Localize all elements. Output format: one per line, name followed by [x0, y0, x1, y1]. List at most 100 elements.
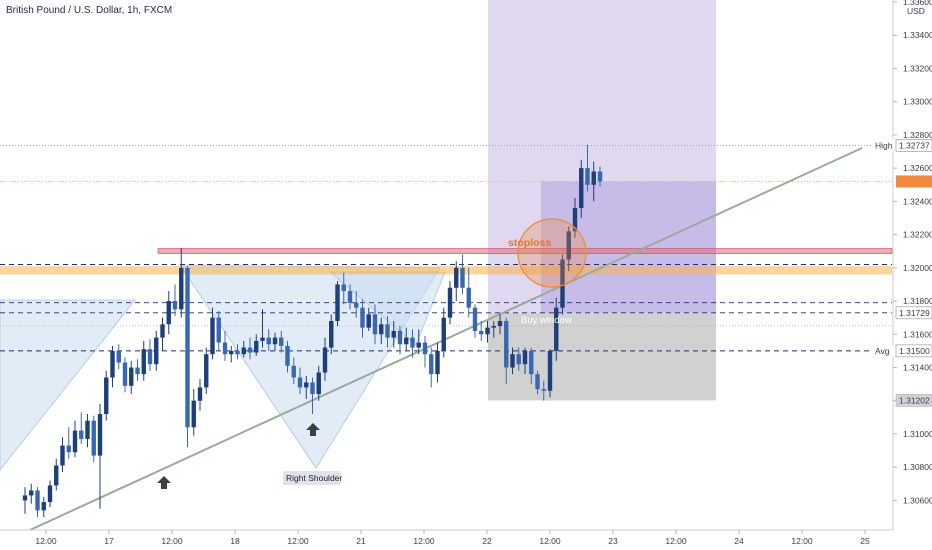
candle-body: [29, 490, 34, 496]
candle-body: [360, 307, 365, 328]
candle-body: [179, 267, 184, 310]
high-price-tag: [895, 139, 932, 152]
candle-body: [410, 337, 415, 348]
candle-body: [297, 377, 303, 388]
price-tick-label: 1.30800: [903, 462, 932, 472]
candle-body: [560, 259, 565, 308]
candle-body: [397, 330, 403, 345]
price-axis-bg: [893, 0, 932, 550]
avg-price-label: 1.31500: [899, 346, 930, 356]
price-tick-label: 1.33400: [903, 30, 932, 40]
price-tick-label: 1.32800: [903, 130, 932, 140]
candle-body: [447, 287, 453, 318]
candle-body: [79, 430, 84, 439]
time-tick-label: 12:00: [161, 536, 183, 546]
candle-body: [485, 327, 490, 335]
price-tick-label: 1.31000: [903, 429, 932, 439]
candle-body: [435, 350, 440, 375]
candle-body: [535, 374, 540, 390]
candle-body: [260, 337, 265, 341]
profit-zone: [488, 0, 716, 313]
candle-body: [160, 324, 165, 338]
candle-body: [579, 168, 584, 209]
candle-body: [491, 325, 496, 328]
candle-body: [429, 354, 434, 375]
candle-body: [597, 171, 603, 182]
up-arrow-icon: [306, 423, 320, 436]
candle-body: [454, 267, 459, 288]
time-tick-label: 12:00: [791, 536, 813, 546]
time-tick-label: 22: [482, 536, 492, 546]
candle-body: [460, 267, 465, 288]
candle-body: [547, 350, 553, 391]
avg-tag-bg: [872, 344, 894, 357]
candle-body: [566, 231, 571, 260]
candle-body: [197, 387, 203, 401]
resistance-band: [0, 266, 892, 275]
candle-body: [541, 389, 546, 391]
candle-body: [60, 445, 65, 466]
candle-body: [529, 350, 534, 375]
candle-body: [222, 342, 228, 355]
avg-price-tag: [895, 344, 932, 358]
trend-line: [29, 147, 863, 531]
candle-body: [291, 365, 296, 378]
up-arrow-icon: [157, 476, 171, 489]
candle-body: [310, 382, 315, 395]
candle-body: [416, 342, 421, 348]
candle-body: [585, 168, 590, 185]
candle-body: [366, 314, 371, 328]
candle-body: [272, 337, 278, 345]
candle-body: [479, 330, 484, 335]
chart-title: British Pound / U.S. Dollar, 1h, FXCM: [6, 5, 173, 16]
pattern-triangle-0: [0, 299, 136, 471]
price-tick-label: 1.31800: [903, 296, 932, 306]
candle-body: [91, 420, 96, 456]
candle-body: [185, 267, 190, 428]
candle-body: [572, 208, 578, 232]
candle-body: [141, 349, 146, 375]
time-tick-label: 17: [104, 536, 114, 546]
high-price-label: 1.32737: [899, 140, 930, 150]
candle-body: [510, 354, 515, 368]
candle-body: [47, 485, 53, 503]
candle-body: [316, 372, 321, 395]
time-tick-label: 12:00: [539, 536, 561, 546]
candle-body: [66, 445, 71, 453]
stop-band: [157, 248, 893, 254]
price-tick-label: 1.32200: [903, 230, 932, 240]
candle-body: [304, 382, 309, 388]
price-tick-label: 1.33200: [903, 63, 932, 73]
low-price-tag: [895, 394, 932, 407]
currency-label: USD: [907, 6, 925, 16]
candle-body: [497, 320, 503, 326]
time-tick-label: 21: [356, 536, 366, 546]
candle-body: [172, 301, 178, 310]
buy-window-label: Buy window: [521, 315, 572, 326]
candle-body: [372, 314, 378, 335]
price-tick-label: 1.32000: [903, 263, 932, 273]
candle-body: [241, 347, 246, 355]
stoploss-label: stoploss: [508, 237, 551, 249]
candle-body: [404, 337, 409, 345]
price-tick-label: 1.32400: [903, 196, 932, 206]
candle-body: [129, 367, 134, 386]
price-tick-label: 1.33600: [903, 0, 932, 7]
price-tick-label: 1.33000: [903, 97, 932, 107]
candle-body: [110, 350, 115, 378]
candle-body: [122, 362, 128, 386]
candle-body: [285, 345, 290, 366]
candle-body: [504, 320, 509, 368]
time-tick-label: 23: [608, 536, 618, 546]
candle-body: [254, 340, 259, 353]
candle-body: [147, 349, 153, 365]
candle-body: [591, 171, 596, 185]
stoploss-circle: [517, 218, 587, 288]
candle-body: [216, 317, 221, 343]
candle-body: [72, 430, 78, 453]
high-tag: High: [875, 140, 893, 150]
candle-body: [329, 320, 334, 348]
time-tick-label: 12:00: [35, 536, 57, 546]
candle-body: [266, 337, 271, 345]
